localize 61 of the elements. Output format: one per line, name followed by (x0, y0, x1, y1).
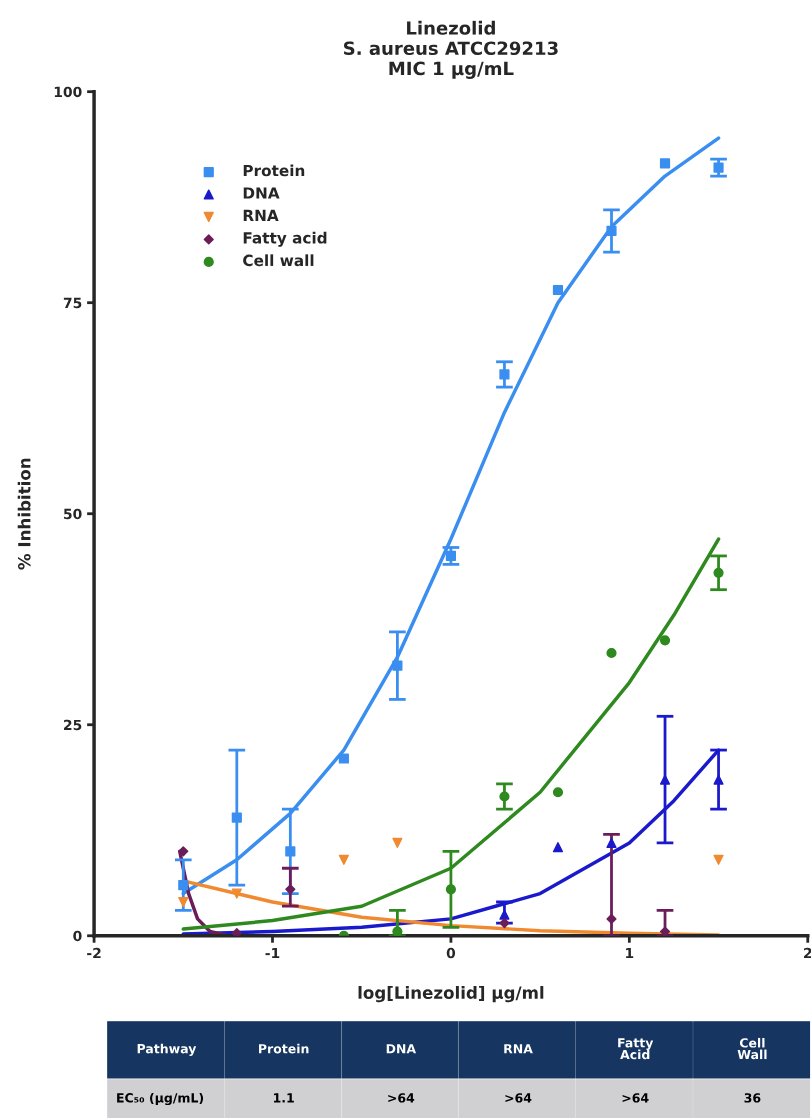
y-tick-label: 0 (73, 930, 82, 942)
text: Fatty Acid (618, 1038, 654, 1060)
point (659, 635, 671, 646)
point (713, 774, 724, 785)
point (713, 854, 724, 865)
text: >64 (388, 1093, 415, 1103)
point (285, 884, 296, 895)
x-tick-label: 1 (626, 948, 634, 959)
legend-label: Protein (243, 164, 305, 177)
point (231, 928, 242, 936)
point (285, 846, 296, 857)
point (552, 284, 564, 296)
text: Protein (259, 1043, 309, 1054)
y-tick-label: 25 (64, 719, 82, 731)
y-tick-label: 75 (63, 297, 82, 309)
chart-title: Linezolid S. aureus ATCC29213 MIC 1 μg/mL (344, 20, 558, 79)
point (178, 896, 189, 908)
legend-label: Fatty acid (243, 231, 327, 247)
point (606, 837, 617, 849)
point (231, 812, 242, 823)
text: Pathway (137, 1043, 197, 1056)
point (499, 918, 510, 929)
point (231, 888, 242, 899)
point (392, 926, 403, 936)
x-tick-label: 2 (804, 947, 811, 959)
point (659, 158, 671, 169)
x-tick-label: -1 (265, 948, 280, 959)
point (606, 225, 617, 237)
point (178, 880, 189, 891)
point (178, 846, 189, 857)
point (392, 660, 403, 671)
point (499, 909, 510, 920)
point (499, 791, 510, 802)
legend-label: Cell wall (243, 254, 314, 267)
text: 1.1 (273, 1093, 294, 1103)
y-axis-title: % Inhibition (17, 458, 31, 570)
point (552, 787, 564, 798)
point (713, 162, 724, 173)
y-tick-label: 50 (64, 508, 82, 520)
y-tick-label: 100 (54, 86, 82, 98)
text: Cell Wall (737, 1037, 767, 1060)
point (392, 837, 403, 849)
text: DNA (386, 1044, 417, 1054)
text: >64 (505, 1093, 532, 1103)
point (499, 369, 510, 380)
point (606, 647, 617, 659)
point (659, 926, 671, 936)
legend-label: RNA (243, 209, 279, 221)
x-tick-label: 0 (446, 947, 456, 959)
point (338, 854, 349, 865)
text: 36 (744, 1093, 761, 1103)
x-axis-title: log[Linezolid] μg/ml (358, 986, 544, 1003)
text: EC₅₀ (μg/mL) (117, 1092, 204, 1106)
text: >64 (622, 1093, 649, 1103)
text: RNA (504, 1044, 533, 1054)
point (445, 884, 457, 895)
x-tick-label: -2 (87, 947, 101, 959)
point (552, 842, 564, 853)
legend-label: DNA (243, 187, 280, 199)
point (338, 753, 349, 764)
point (713, 567, 724, 578)
